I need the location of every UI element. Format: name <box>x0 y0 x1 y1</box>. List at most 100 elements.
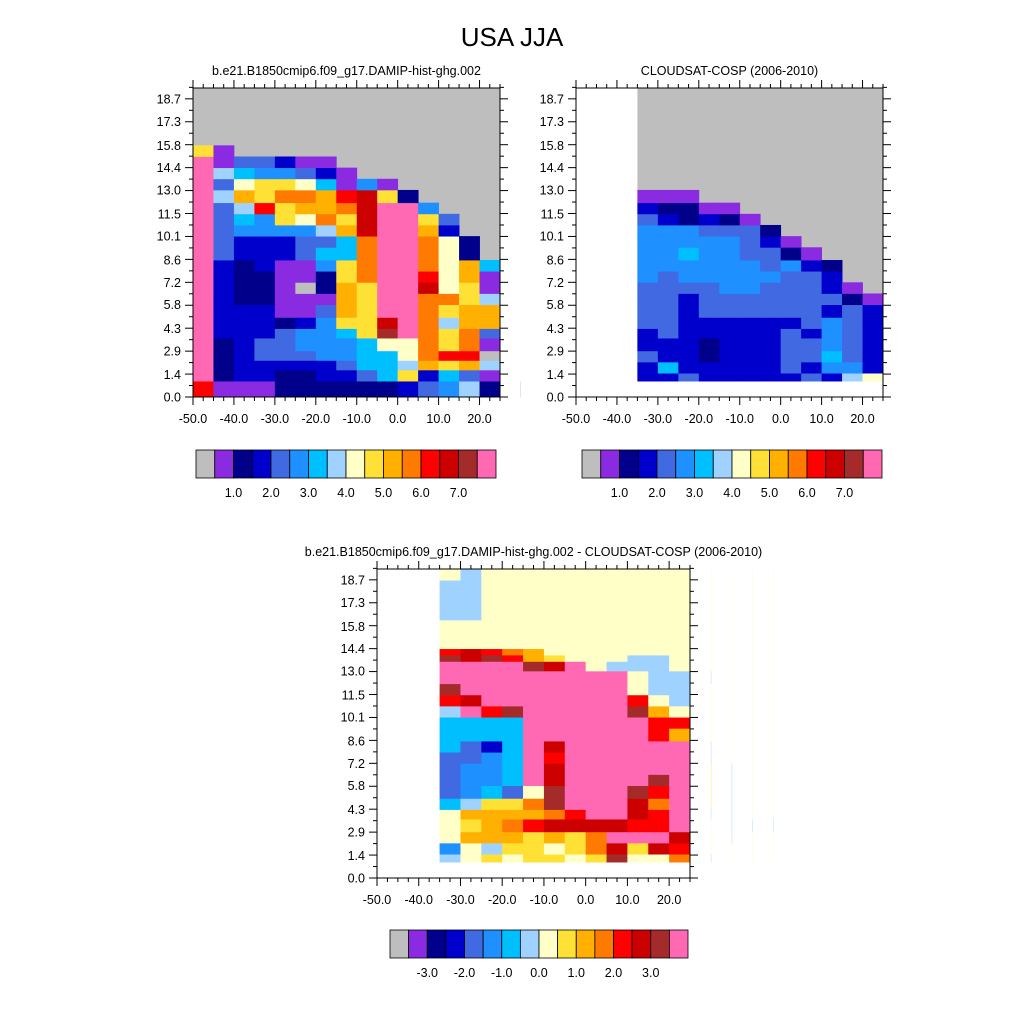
heatmap-cell <box>315 328 337 339</box>
y-tick-label: 7.2 <box>348 757 365 771</box>
heatmap-cell <box>439 842 461 855</box>
heatmap-cell <box>627 763 649 775</box>
colorbar-box <box>538 929 559 959</box>
heatmap-cell <box>523 648 545 656</box>
heatmap-cell <box>842 338 863 352</box>
colorbar-box <box>251 449 272 479</box>
heatmap-cell <box>439 774 461 787</box>
colorbar-box <box>308 449 328 479</box>
heatmap-cell <box>479 271 501 283</box>
heatmap-cell <box>193 224 214 237</box>
y-tick-label: 2.9 <box>348 825 365 839</box>
heatmap-cell <box>760 247 782 261</box>
heatmap-cell <box>739 350 761 363</box>
y-tick-label: 13.0 <box>540 183 564 197</box>
x-tick-label: -10.0 <box>342 412 371 426</box>
colorbar-box <box>750 449 770 479</box>
heatmap-cell <box>564 670 587 685</box>
heatmap-cell <box>719 350 741 363</box>
heatmap-cell <box>564 705 587 718</box>
heatmap-cell <box>397 369 419 382</box>
heatmap-cell <box>295 304 317 318</box>
colorbar-box <box>326 449 347 479</box>
heatmap-cell <box>481 705 503 718</box>
heatmap-cell <box>479 360 501 371</box>
heatmap-cell <box>233 156 255 169</box>
heatmap-cell <box>315 293 337 306</box>
heatmap-cell <box>637 247 659 261</box>
heatmap-cell <box>627 798 649 810</box>
heatmap-cell <box>502 705 524 718</box>
heatmap-cell <box>801 361 822 374</box>
heatmap-cell <box>648 619 670 650</box>
heatmap-cell <box>356 360 378 371</box>
colorbar-label: -2.0 <box>454 966 476 980</box>
heatmap-cell <box>336 260 358 272</box>
heatmap-cell <box>502 774 524 787</box>
heatmap-cell <box>377 224 399 237</box>
heatmap-cell <box>862 304 884 318</box>
heatmap-cell <box>585 648 607 656</box>
heatmap-cell <box>213 260 235 272</box>
heatmap-cell <box>780 293 802 306</box>
heatmap-cell <box>543 809 566 820</box>
colorbar-box <box>844 449 864 479</box>
heatmap-cell <box>862 317 884 329</box>
heatmap-cell <box>233 260 255 272</box>
heatmap-cell <box>295 338 317 352</box>
heatmap-cell <box>193 381 214 398</box>
heatmap-cell <box>193 178 214 191</box>
heatmap-cell <box>481 741 503 753</box>
heatmap-cell <box>821 293 843 306</box>
heatmap-cell <box>821 271 843 283</box>
heatmap-cell <box>698 293 720 306</box>
heatmap-cell <box>801 350 822 363</box>
heatmap-cell <box>356 213 378 226</box>
heatmap-cell <box>193 293 214 306</box>
heatmap-cell <box>213 338 235 352</box>
heatmap-cell <box>481 774 503 787</box>
heatmap-cell <box>657 361 679 374</box>
heatmap-cell <box>254 328 276 339</box>
heatmap-cell <box>606 763 628 775</box>
heatmap-cell <box>439 619 461 650</box>
heatmap-cell <box>698 260 720 272</box>
y-tick-label: 1.4 <box>164 368 181 382</box>
heatmap-cell <box>481 683 503 696</box>
heatmap-cell <box>460 819 482 833</box>
heatmap-cell <box>669 619 691 650</box>
colorbar-box <box>787 449 808 479</box>
heatmap-cell <box>678 338 700 352</box>
colorbar-box <box>575 929 596 959</box>
heatmap-cell <box>274 202 296 215</box>
heatmap-cell <box>418 328 439 339</box>
colorbar-box <box>476 449 497 479</box>
heatmap-cell <box>193 271 214 283</box>
heatmap-cell <box>585 785 607 799</box>
heatmap-cell <box>669 809 691 820</box>
colorbar-box <box>420 449 441 479</box>
heatmap-cell <box>669 854 691 863</box>
heatmap-cell <box>274 167 296 180</box>
colorbar-box <box>519 929 540 959</box>
heatmap-cell <box>254 360 276 371</box>
heatmap-cell <box>439 741 461 753</box>
heatmap-cell <box>627 785 649 799</box>
heatmap-cell <box>274 271 296 283</box>
heatmap-cell <box>315 202 337 215</box>
heatmap-cell <box>585 831 607 844</box>
colorbar-box <box>364 449 384 479</box>
y-tick-label: 18.7 <box>540 93 564 107</box>
heatmap-cell <box>523 569 545 581</box>
heatmap-cell <box>274 189 296 204</box>
heatmap-cell <box>295 282 317 294</box>
y-tick-label: 10.1 <box>540 230 564 244</box>
y-tick-label: 13.0 <box>157 183 181 197</box>
heatmap-cell <box>585 670 607 685</box>
heatmap-cell <box>678 236 700 248</box>
heatmap-cell <box>760 236 782 248</box>
heatmap-cell <box>377 317 399 329</box>
x-tick-label: 0.0 <box>577 893 594 907</box>
heatmap-cell <box>543 619 566 650</box>
colorbar-box <box>619 449 639 479</box>
